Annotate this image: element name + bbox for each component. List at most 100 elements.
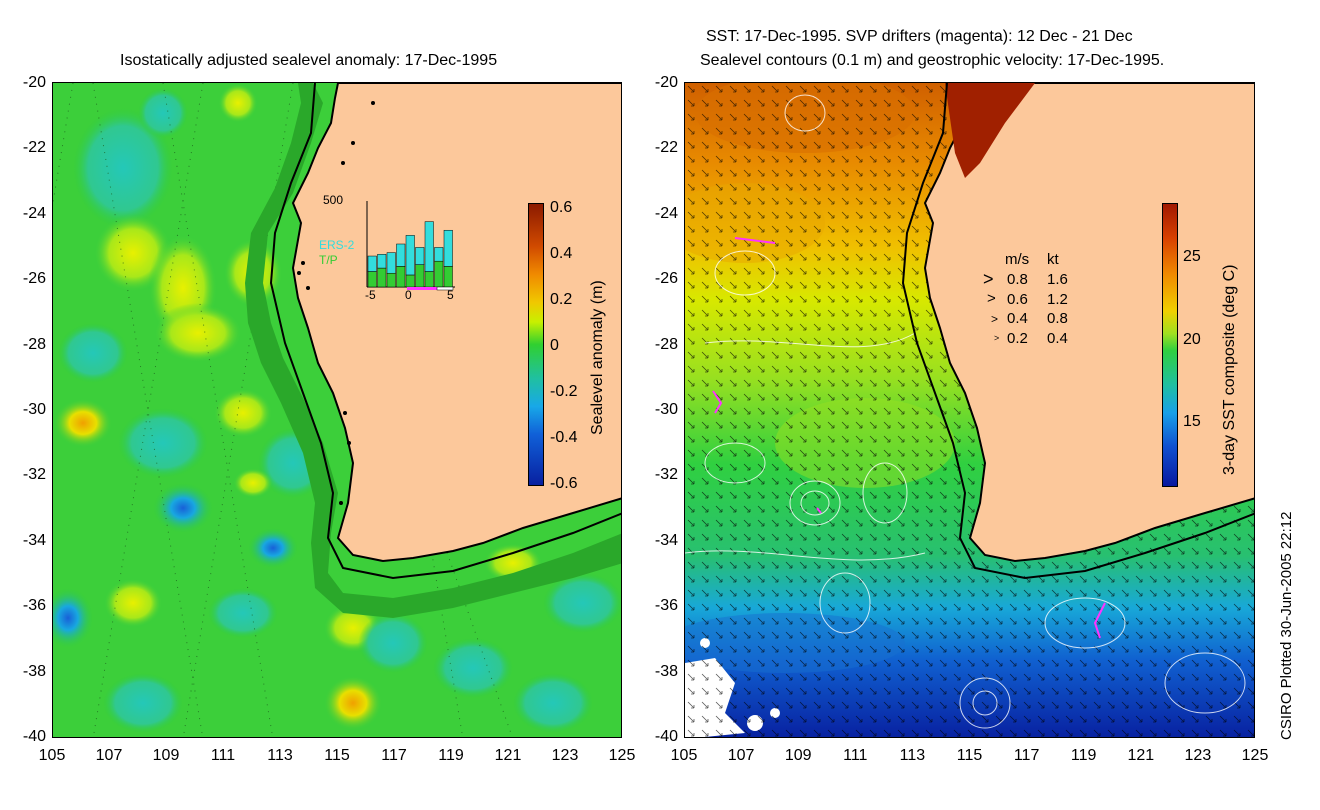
sst-cb-tick-20: 20: [1183, 331, 1201, 348]
tp-label: T/P: [319, 253, 338, 267]
left-ytick-label: -30: [22, 401, 46, 418]
velocity-key-kt-2: 1.2: [1047, 291, 1068, 308]
sealevel-cb-tick-3: 0: [550, 337, 559, 354]
velocity-key-kt-4: 0.4: [1047, 330, 1068, 347]
left-ytick-label: -36: [22, 597, 46, 615]
sealevel-colorbar-title: Sealevel anomaly (m): [589, 280, 606, 435]
sealevel-anomaly-map[interactable]: 500 ERS-2 T/P -5 0 5 0.6 0.4 0.2 0 -0.2 …: [52, 82, 622, 738]
sealevel-cb-tick-2: 0.2: [550, 291, 573, 308]
left-xtick-label: 107: [95, 747, 123, 764]
left-xtick-label: 125: [608, 747, 636, 764]
ers2-count-bar: [396, 243, 406, 267]
velocity-key-header-kt: kt: [1047, 251, 1059, 268]
velocity-key-ms-3: 0.4: [1007, 310, 1028, 327]
sealevel-map-graphic: [53, 83, 621, 737]
left-xtick-label: 115: [324, 747, 350, 764]
velocity-key-kt-1: 1.6: [1047, 271, 1068, 288]
tp-count-bar: [424, 271, 434, 288]
velocity-key-kt-3: 0.8: [1047, 310, 1068, 327]
left-xtick-label: 109: [152, 747, 180, 764]
histogram-xtick-0: 0: [405, 288, 412, 302]
left-xtick-label: 123: [551, 747, 579, 764]
left-xtick-label: 113: [267, 747, 293, 764]
right-xtick-label: 105: [670, 747, 698, 764]
tp-count-bar: [443, 266, 453, 288]
tp-count-bar: [386, 272, 396, 288]
right-xtick-label: 115: [956, 747, 983, 764]
ers2-count-bar: [434, 247, 444, 262]
left-xtick-label: 121: [494, 747, 522, 764]
right-ytick-label: -36: [654, 597, 678, 615]
velocity-key-header-ms: m/s: [1005, 251, 1030, 268]
left-xtick-label: 119: [438, 747, 464, 764]
velocity-key-ms-1: 0.8: [1007, 271, 1028, 288]
right-xtick-label: 123: [1184, 747, 1212, 764]
sst-map[interactable]: m/s kt > 0.8 1.6 > 0.6 1.2 > 0.4 0.8 > 0…: [684, 82, 1255, 738]
velocity-key-arrow-1: >: [983, 269, 994, 289]
velocity-key-ms-2: 0.6: [1007, 291, 1028, 308]
ers2-count-bar: [405, 235, 415, 276]
left-xtick-label: 111: [210, 747, 236, 764]
right-ytick-label: -38: [654, 662, 678, 680]
right-ytick-label: -20: [654, 74, 678, 91]
velocity-key-arrow-2: >: [987, 290, 996, 307]
right-xtick-label: 111: [843, 747, 868, 764]
sealevel-cb-tick-1: 0.4: [550, 245, 573, 262]
ers2-count-bar: [386, 252, 396, 274]
right-ytick-label: -34: [654, 531, 678, 549]
ers2-count-bar: [367, 255, 377, 272]
right-panel-title-line2: Sealevel contours (0.1 m) and geostrophi…: [700, 52, 1165, 69]
right-xtick-label: 125: [1241, 747, 1269, 764]
left-ytick-label: -26: [22, 270, 46, 288]
sst-colorbar: [1162, 203, 1178, 487]
tp-count-bar: [415, 264, 425, 288]
sst-colorbar-title: 3-day SST composite (deg C): [1221, 264, 1238, 475]
right-panel-title-line1: SST: 17-Dec-1995. SVP drifters (magenta)…: [706, 28, 1133, 45]
tp-count-bar: [434, 260, 444, 288]
right-xtick-label: 109: [784, 747, 812, 764]
sst-cb-tick-25: 25: [1183, 248, 1201, 265]
ers2-count-bar: [443, 229, 453, 267]
velocity-key-ms-4: 0.2: [1007, 330, 1028, 347]
histogram-ymax-label: 500: [323, 193, 344, 207]
right-ytick-label: -40: [654, 728, 678, 745]
right-ytick-label: -28: [654, 335, 678, 353]
ers2-label: ERS-2: [319, 238, 355, 252]
left-panel-title: Isostatically adjusted sealevel anomaly:…: [120, 52, 498, 69]
sealevel-cb-tick-0: 0.6: [550, 199, 573, 216]
velocity-key-arrow-4: >: [994, 333, 1000, 343]
right-xtick-label: 113: [899, 747, 926, 764]
left-xtick-label: 105: [38, 747, 66, 764]
sealevel-cb-tick-6: -0.6: [550, 475, 578, 492]
ers2-count-bar: [415, 247, 425, 265]
left-ytick-label: -38: [22, 662, 46, 680]
tp-count-bar: [367, 271, 377, 288]
right-ytick-label: -32: [654, 466, 678, 484]
sealevel-cb-tick-5: -0.4: [550, 429, 578, 446]
right-xtick-label: 119: [1070, 747, 1097, 764]
right-xtick-label: 107: [727, 747, 755, 764]
ers2-count-bar: [377, 254, 387, 269]
left-ytick-label: -32: [22, 466, 46, 484]
right-ytick-label: -30: [654, 401, 678, 418]
histogram-xtick-5: 5: [447, 288, 454, 302]
left-xtick-label: 117: [381, 747, 407, 764]
left-ytick-label: -40: [22, 728, 46, 745]
right-xtick-label: 117: [1013, 747, 1040, 764]
left-ytick-label: -28: [22, 335, 46, 353]
credit-text: CSIRO Plotted 30-Jun-2005 22:12: [1278, 511, 1295, 740]
velocity-key-arrow-3: >: [991, 312, 999, 326]
left-ytick-label: -22: [22, 139, 46, 157]
left-ytick-label: -24: [22, 204, 46, 222]
tp-count-bar: [396, 266, 406, 288]
right-ytick-label: -22: [654, 139, 678, 157]
sealevel-colorbar: [528, 203, 544, 486]
tp-count-bar: [377, 267, 387, 288]
data-count-histogram: [366, 201, 455, 291]
sst-cb-tick-15: 15: [1183, 413, 1201, 430]
right-ytick-label: -26: [654, 270, 678, 288]
sealevel-cb-tick-4: -0.2: [550, 383, 578, 400]
tp-count-bar: [405, 274, 415, 288]
right-ytick-label: -24: [654, 204, 678, 222]
left-ytick-label: -20: [22, 74, 46, 91]
